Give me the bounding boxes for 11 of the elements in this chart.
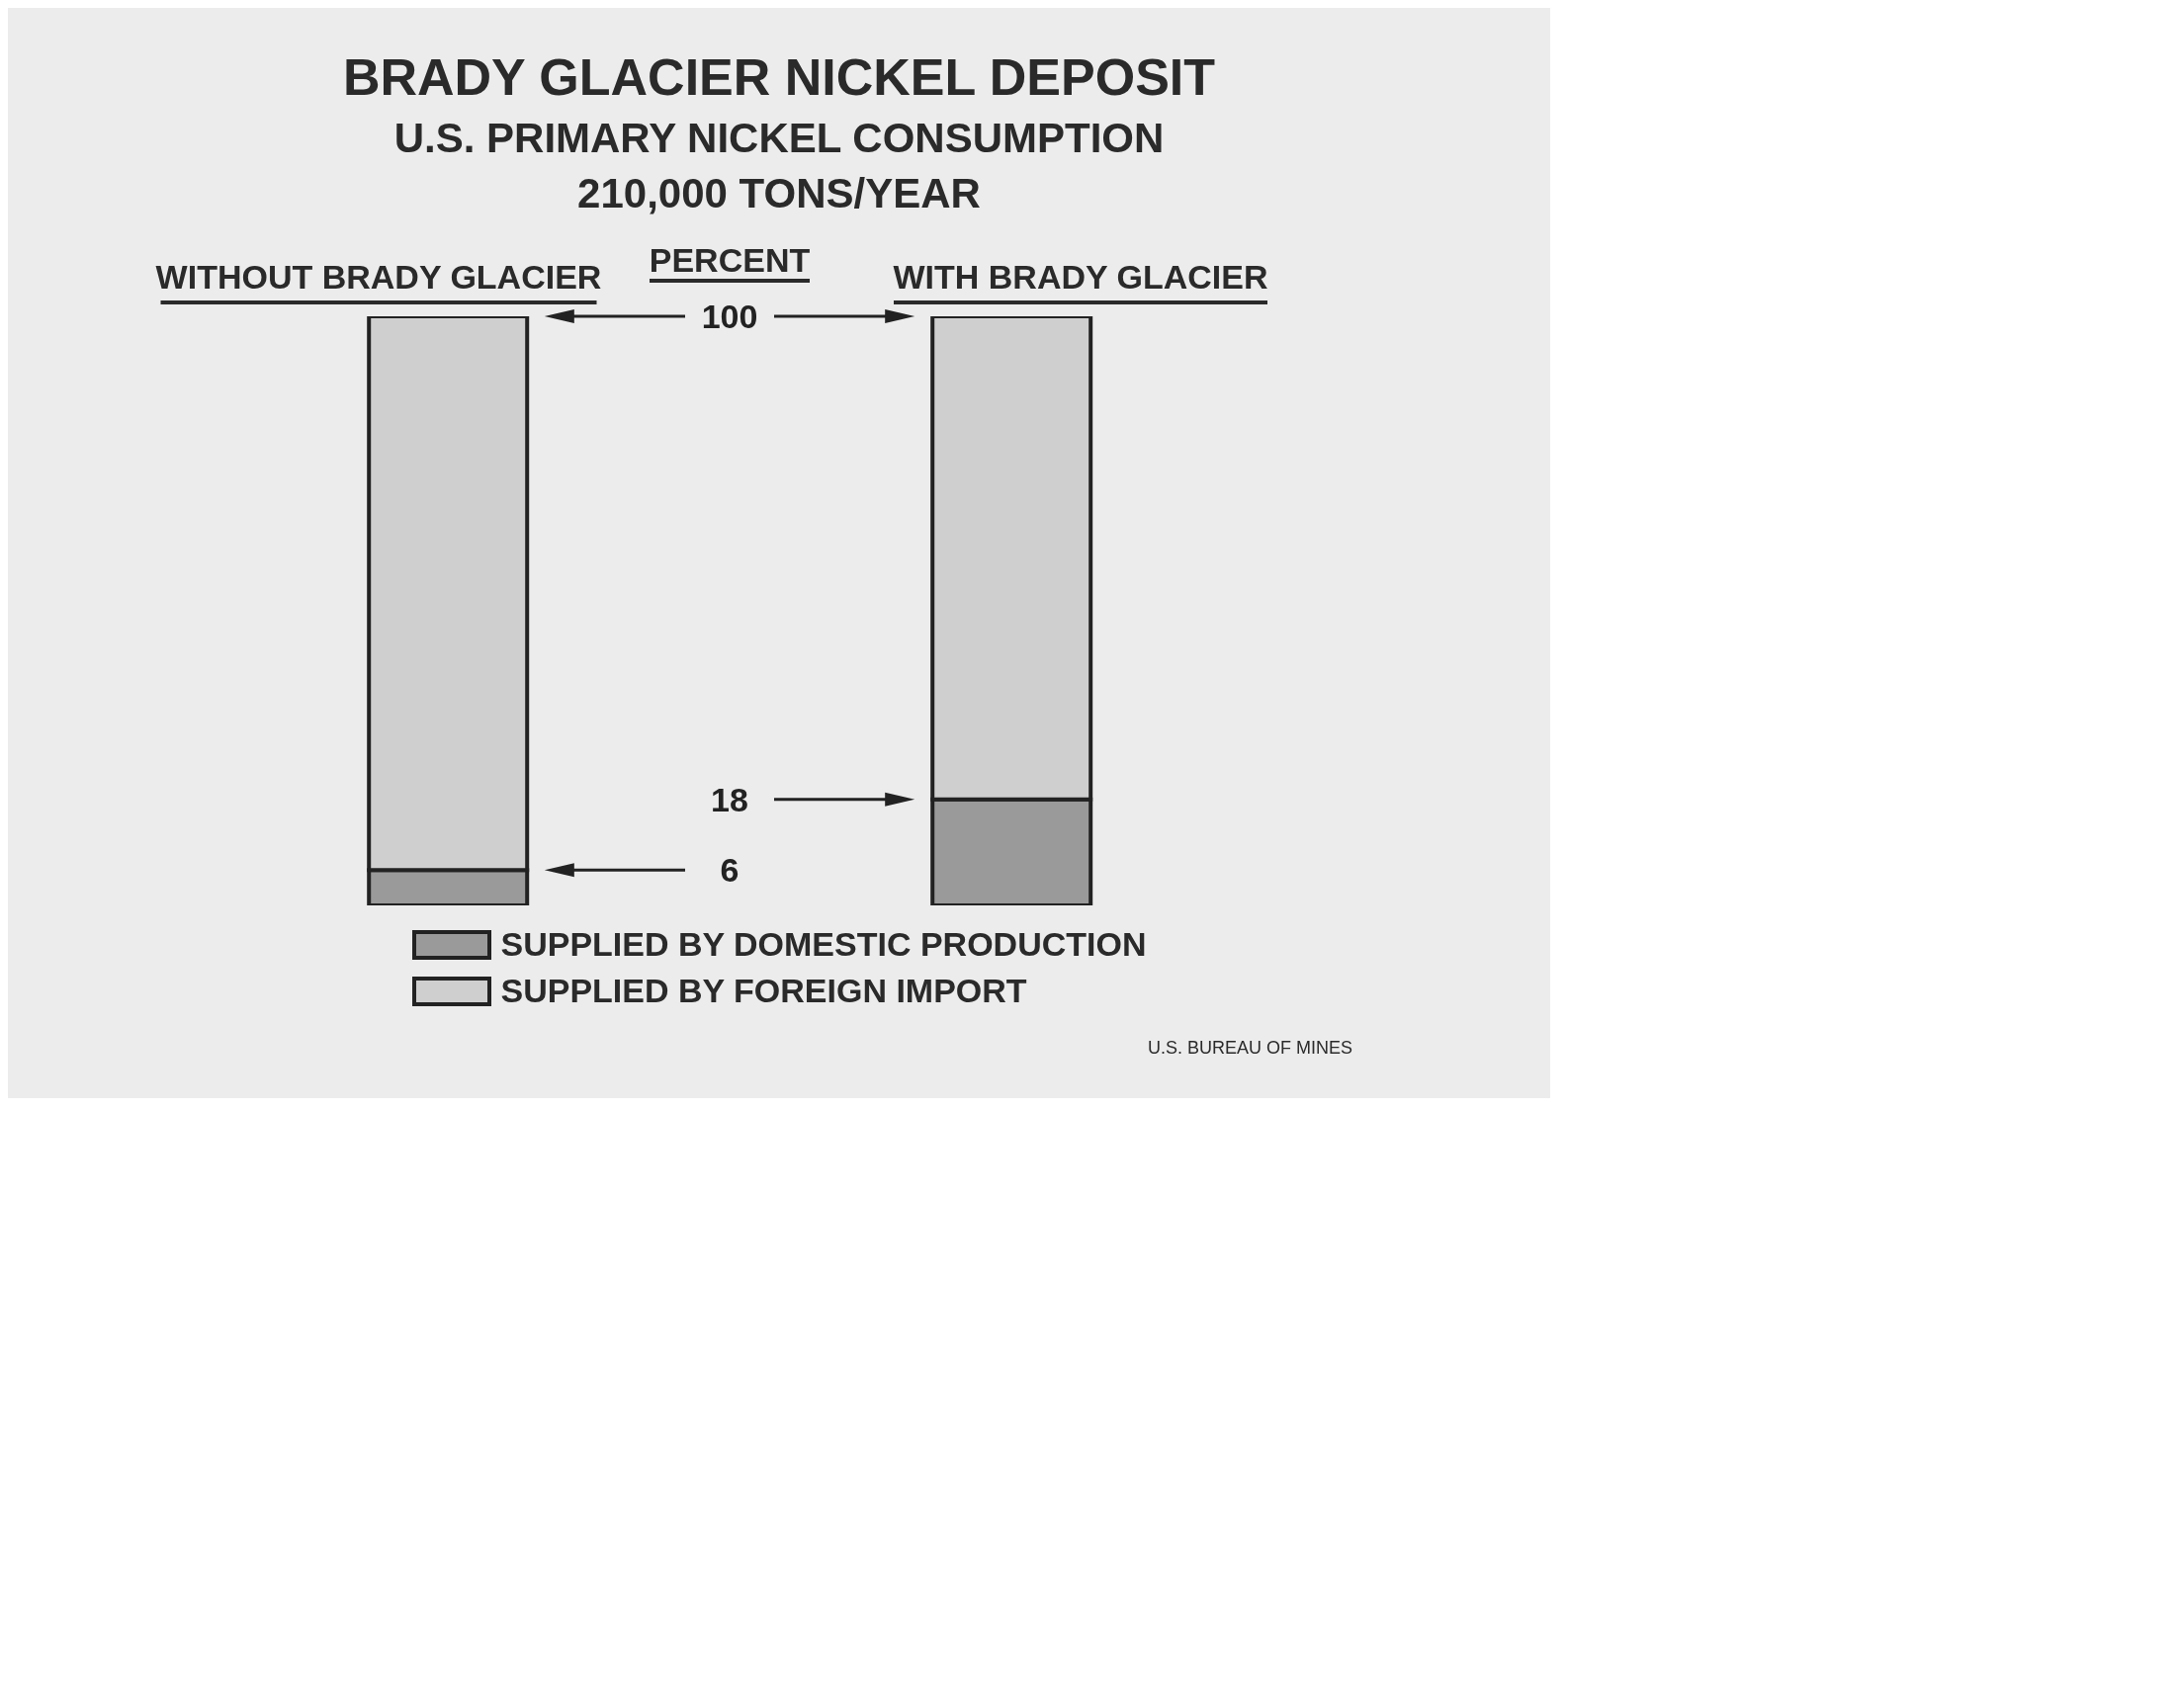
legend-label: SUPPLIED BY DOMESTIC PRODUCTION — [500, 925, 1147, 964]
chart-title: BRADY GLACIER NICKEL DEPOSIT — [341, 47, 1217, 107]
y-tick-label: 6 — [720, 851, 740, 890]
chart-subtitle: U.S. PRIMARY NICKEL CONSUMPTION 210,000 TONS/YEAR — [392, 115, 1166, 217]
x-tick-label: WITHOUT BRADY GLACIER — [155, 258, 602, 296]
y-tick-label: 18 — [711, 780, 748, 818]
legend-label: SUPPLIED BY FOREIGN IMPORT — [500, 972, 1027, 1010]
y-tick-label: 100 — [701, 298, 758, 335]
y-axis-title: PERCENT — [649, 241, 811, 283]
text: U.S. BUREAU OF MINES — [1146, 1038, 1353, 1059]
x-tick-label: WITH BRADY GLACIER — [893, 258, 1268, 296]
